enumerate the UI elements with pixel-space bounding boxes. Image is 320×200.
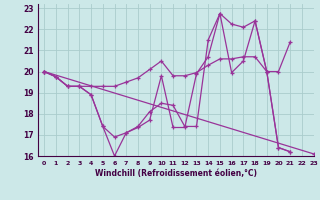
X-axis label: Windchill (Refroidissement éolien,°C): Windchill (Refroidissement éolien,°C) (95, 169, 257, 178)
